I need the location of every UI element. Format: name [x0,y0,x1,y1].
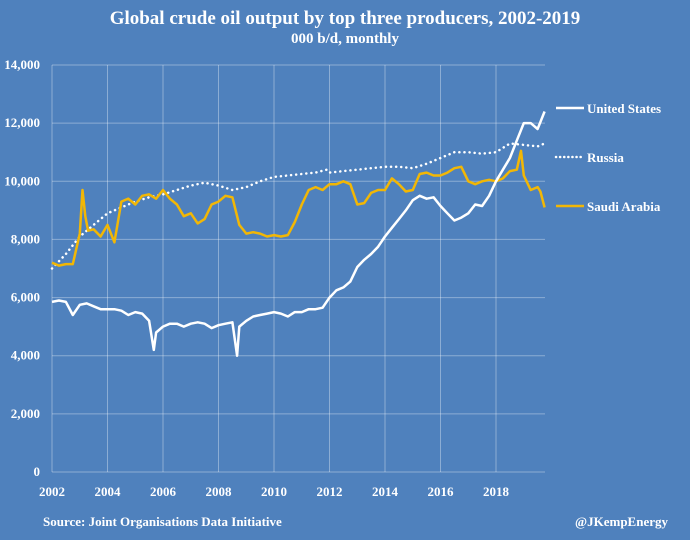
y-tick-label: 2,000 [11,406,40,421]
series-lines [50,111,546,357]
series-line-saudi-arabia [51,149,546,267]
x-tick-label: 2016 [428,484,455,499]
legend-label-united-states: United States [587,101,661,116]
source-note: Source: Joint Organisations Data Initiat… [43,514,282,529]
y-tick-label: 4,000 [11,348,40,363]
x-tick-label: 2018 [483,484,510,499]
x-tick-label: 2004 [95,484,122,499]
chart-subtitle: 000 b/d, monthly [291,31,399,47]
series-line-russia [50,142,546,270]
y-tick-label: 0 [34,464,41,479]
x-tick-label: 2002 [39,484,65,499]
legend: United States Russia Saudi Arabia [554,101,661,214]
legend-label-saudi-arabia: Saudi Arabia [587,199,661,214]
legend-label-russia: Russia [587,150,624,165]
x-tick-label: 2008 [206,484,233,499]
x-tick-label: 2010 [261,484,287,499]
author-handle: @JKempEnergy [575,514,668,529]
y-tick-label: 6,000 [11,290,40,305]
y-tick-label: 8,000 [11,231,40,246]
y-tick-label: 10,000 [4,173,40,188]
series-line-united-states [51,111,546,357]
y-tick-label: 12,000 [4,115,40,130]
x-tick-label: 2014 [372,484,399,499]
y-tick-label: 14,000 [4,57,40,72]
x-tick-label: 2012 [317,484,343,499]
x-axis-ticks: 2002 2004 2006 2008 2010 2012 2014 2016 2018 [39,484,510,499]
x-tick-label: 2006 [150,484,177,499]
gridlines [51,64,545,473]
y-axis-ticks: 0 2,000 4,000 6,000 8,000 10,000 12,000 14,000 [4,57,40,479]
chart-title: Global crude oil output by top three pro… [109,8,581,29]
